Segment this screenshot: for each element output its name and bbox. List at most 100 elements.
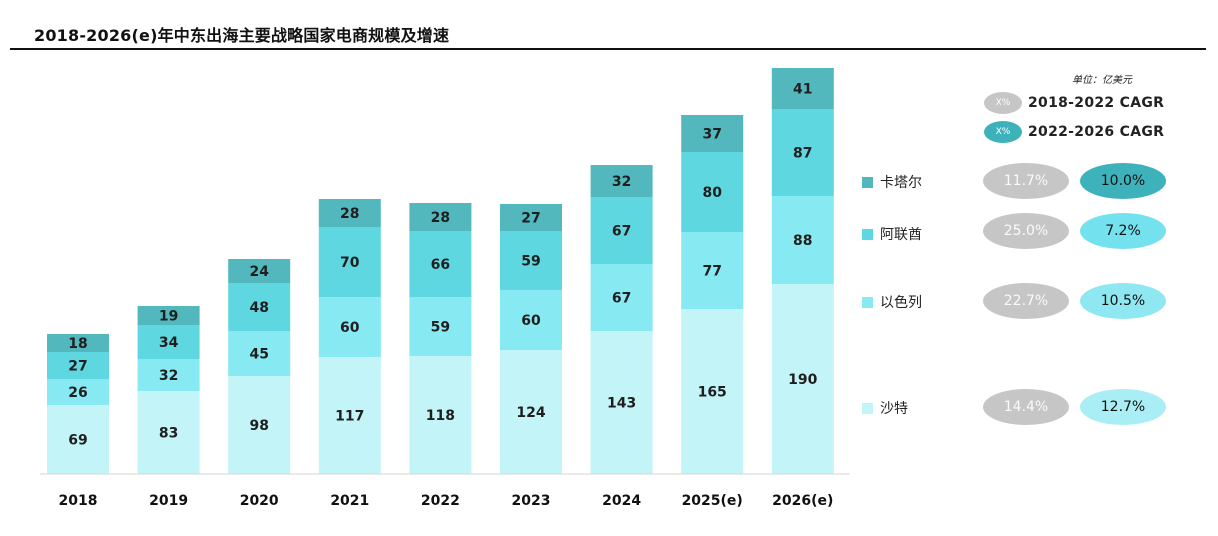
chart-title: 2018-2026(e)年中东出海主要战略国家电商规模及增速	[34, 26, 450, 45]
bar-segment-saudi-2021	[318, 357, 381, 474]
legend-label-saudi: 沙特	[880, 401, 908, 417]
bar-segment-qatar-2025(e)	[681, 115, 744, 152]
data-label-saudi-2020: 98	[249, 418, 268, 434]
data-label-qatar-2018: 18	[68, 336, 87, 352]
cagr-saudi-2018-2022: 14.4%	[983, 389, 1069, 425]
bar-segment-uae-2024	[590, 197, 653, 264]
bar-segment-uae-2022	[409, 231, 472, 297]
bar-segment-israel-2021	[318, 297, 381, 357]
bar-segment-saudi-2024	[590, 331, 653, 474]
bar-segment-qatar-2026(e)	[771, 68, 834, 109]
legend-swatch-qatar	[862, 176, 873, 188]
cagr-key-badge-old: X%	[984, 92, 1022, 114]
cagr-uae-2022-2026: 7.2%	[1080, 213, 1166, 249]
legend-swatch-saudi	[862, 402, 873, 414]
bar-segment-saudi-2025(e)	[681, 309, 744, 474]
cagr-key-badge-new: X%	[984, 121, 1022, 143]
data-label-qatar-2026(e): 41	[793, 82, 812, 98]
data-label-qatar-2019: 19	[159, 309, 178, 325]
x-tick-label-2021: 2021	[330, 493, 369, 509]
data-label-saudi-2026(e): 190	[788, 372, 817, 388]
bar-segment-qatar-2018	[47, 334, 109, 352]
data-label-qatar-2022: 28	[431, 210, 450, 226]
cagr-uae-2018-2022: 25.0%	[983, 213, 1069, 249]
legend-label-qatar: 卡塔尔	[880, 175, 922, 191]
x-tick-label-2024: 2024	[602, 493, 641, 509]
title-divider	[10, 48, 1206, 50]
data-label-israel-2021: 60	[340, 320, 360, 336]
data-label-saudi-2021: 117	[335, 409, 364, 425]
bar-segment-uae-2023	[500, 231, 562, 290]
legend-item-israel: 以色列	[862, 292, 922, 312]
data-label-uae-2018: 27	[68, 359, 87, 375]
data-label-saudi-2023: 124	[516, 405, 545, 421]
bar-segment-saudi-2023	[500, 350, 562, 474]
data-label-israel-2024: 67	[612, 291, 631, 307]
bar-segment-uae-2018	[47, 352, 109, 379]
data-label-saudi-2019: 83	[159, 426, 178, 442]
legend-item-uae: 阿联酋	[862, 224, 922, 244]
data-label-israel-2020: 45	[249, 347, 268, 363]
bar-segment-israel-2026(e)	[771, 196, 834, 284]
data-label-uae-2025(e): 80	[702, 185, 722, 201]
x-tick-label-2019: 2019	[149, 493, 188, 509]
data-label-qatar-2023: 27	[521, 211, 540, 227]
data-label-israel-2026(e): 88	[793, 233, 812, 249]
data-label-uae-2019: 34	[159, 335, 179, 351]
x-tick-label-2026(e): 2026(e)	[772, 493, 833, 509]
data-label-saudi-2025(e): 165	[698, 385, 727, 401]
bar-segment-qatar-2020	[228, 259, 291, 283]
bar-segment-saudi-2018	[47, 405, 109, 474]
cagr-key-label-new: 2022-2026 CAGR	[1028, 124, 1165, 140]
legend-swatch-israel	[862, 296, 873, 308]
data-label-uae-2022: 66	[431, 257, 450, 273]
data-label-uae-2023: 59	[521, 254, 540, 270]
cagr-key-label-old: 2018-2022 CAGR	[1028, 95, 1165, 111]
data-label-saudi-2024: 143	[607, 396, 636, 412]
data-label-qatar-2024: 32	[612, 174, 631, 190]
cagr-qatar-2022-2026: 10.0%	[1080, 163, 1166, 199]
bar-segment-uae-2019	[137, 325, 200, 359]
data-label-israel-2025(e): 77	[702, 264, 721, 280]
bar-segment-qatar-2021	[318, 199, 381, 227]
data-label-uae-2024: 67	[612, 224, 631, 240]
data-label-qatar-2021: 28	[340, 206, 359, 222]
cagr-israel-2018-2022: 22.7%	[983, 283, 1069, 319]
bar-segment-israel-2024	[590, 264, 653, 331]
legend-swatch-uae	[862, 228, 873, 240]
bar-segment-israel-2025(e)	[681, 232, 744, 309]
data-label-israel-2023: 60	[521, 313, 541, 329]
data-label-qatar-2025(e): 37	[702, 127, 721, 143]
bar-segment-qatar-2019	[137, 306, 200, 325]
cagr-key-period2: X% 2022-2026 CAGR	[984, 121, 1164, 143]
bar-segment-qatar-2024	[590, 165, 653, 197]
x-tick-label-2023: 2023	[512, 493, 551, 509]
bar-segment-saudi-2019	[137, 391, 200, 474]
data-label-saudi-2022: 118	[426, 408, 455, 424]
bar-segment-israel-2018	[47, 379, 109, 405]
cagr-qatar-2018-2022: 11.7%	[983, 163, 1069, 199]
data-label-uae-2020: 48	[249, 300, 268, 316]
bar-segment-qatar-2023	[500, 204, 562, 231]
data-label-uae-2021: 70	[340, 255, 360, 271]
bar-segment-qatar-2022	[409, 203, 472, 231]
legend-label-israel: 以色列	[880, 295, 922, 311]
data-label-saudi-2018: 69	[68, 433, 87, 449]
bar-segment-uae-2025(e)	[681, 152, 744, 232]
bar-segment-saudi-2026(e)	[771, 284, 834, 474]
data-label-qatar-2020: 24	[249, 264, 269, 280]
bar-segment-uae-2020	[228, 283, 291, 331]
bar-segment-saudi-2022	[409, 356, 472, 474]
data-label-israel-2019: 32	[159, 368, 178, 384]
bar-segment-saudi-2020	[228, 376, 291, 474]
x-tick-label-2018: 2018	[59, 493, 98, 509]
cagr-key-period1: X% 2018-2022 CAGR	[984, 92, 1164, 114]
bar-segment-israel-2019	[137, 359, 200, 391]
x-tick-label-2025(e): 2025(e)	[682, 493, 743, 509]
bar-segment-uae-2021	[318, 227, 381, 297]
unit-label: 单位：亿美元	[1072, 75, 1132, 86]
bar-segment-israel-2020	[228, 331, 291, 376]
cagr-israel-2022-2026: 10.5%	[1080, 283, 1166, 319]
legend-item-saudi: 沙特	[862, 398, 908, 418]
